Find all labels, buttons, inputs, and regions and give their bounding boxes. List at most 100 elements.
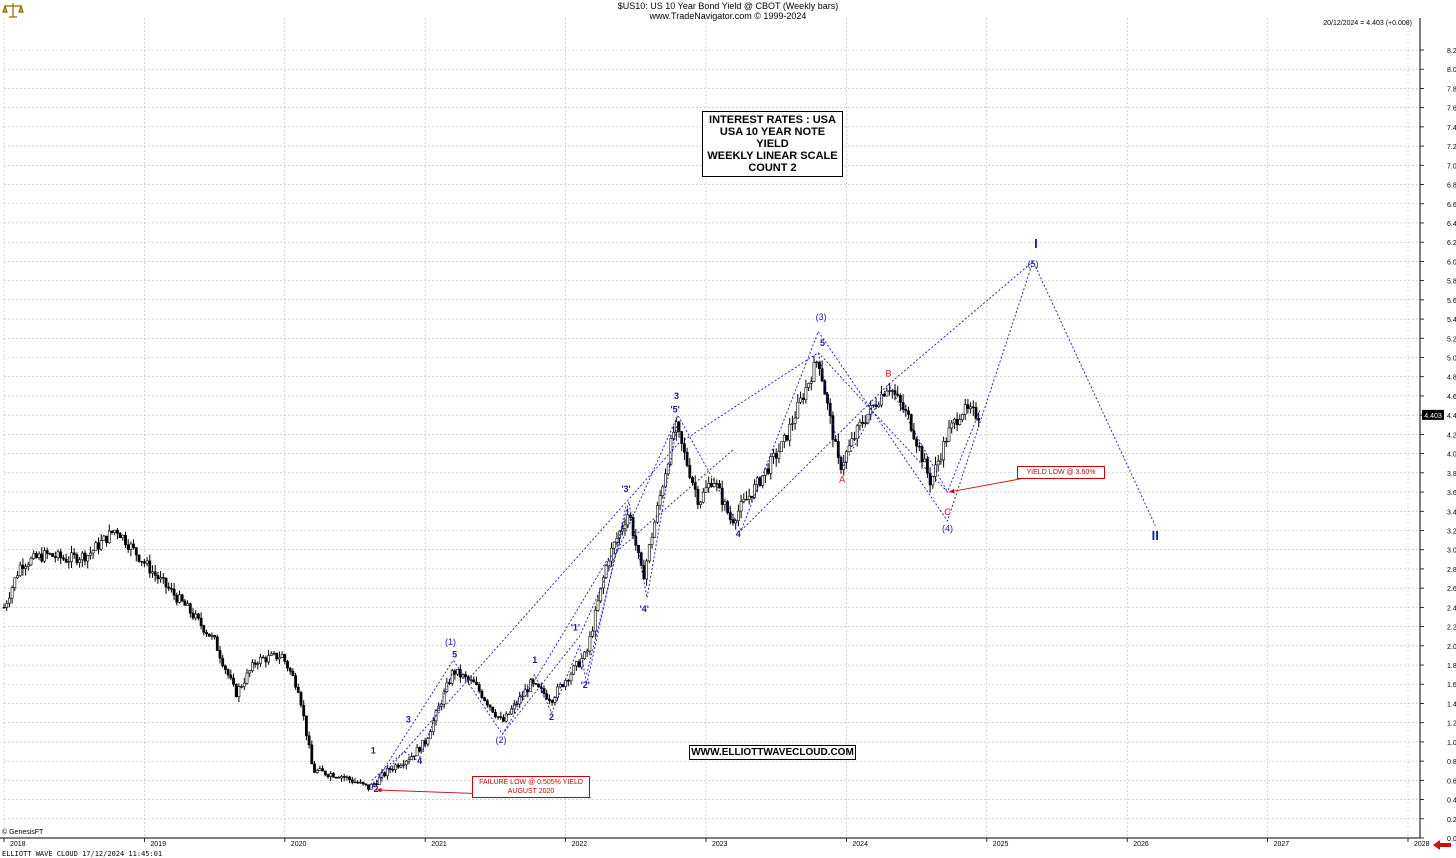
- candle-body: [488, 704, 492, 708]
- annotation-arrow-head: [948, 488, 955, 494]
- wave-label: 4: [736, 529, 741, 539]
- candle-body: [126, 544, 130, 550]
- candle-body: [655, 505, 659, 523]
- candle-body: [769, 456, 773, 474]
- wave-line: [740, 261, 1034, 531]
- candle-body: [701, 491, 705, 503]
- candle-body: [777, 451, 781, 459]
- candle-body: [394, 764, 397, 771]
- candle-body: [898, 395, 902, 403]
- candle-body: [245, 672, 249, 684]
- candle-body: [188, 603, 192, 614]
- candle-body: [175, 594, 179, 603]
- last-price-label: 4.403: [1422, 409, 1444, 420]
- candle-body: [836, 441, 840, 458]
- y-tick-label: 6.000: [1447, 259, 1456, 266]
- candle-body: [820, 368, 824, 382]
- candle-body: [242, 682, 246, 687]
- candle-body: [334, 776, 338, 779]
- candle-body: [917, 445, 921, 448]
- candle-body: [261, 656, 265, 659]
- candle-body: [16, 575, 19, 579]
- candle-body: [499, 716, 503, 718]
- candle-body: [952, 418, 956, 424]
- x-tick-label: 2018: [10, 841, 26, 848]
- candle-body: [653, 521, 657, 538]
- x-tick-label: 2020: [291, 841, 307, 848]
- candle-body: [961, 414, 964, 421]
- candle-body: [78, 559, 82, 564]
- wave-label: B: [886, 369, 892, 379]
- candle-body: [577, 661, 581, 668]
- candle-body: [56, 551, 60, 558]
- candle-body: [170, 588, 173, 590]
- candle-body: [920, 446, 924, 463]
- candle-body: [591, 630, 595, 637]
- y-tick-label: 0.600: [1447, 778, 1456, 785]
- candle-body: [326, 774, 330, 777]
- candle-body: [661, 486, 665, 496]
- candle-body: [850, 438, 854, 447]
- candle-body: [34, 553, 38, 558]
- y-tick-label: 6.800: [1447, 183, 1456, 190]
- candle-body: [758, 477, 762, 486]
- candle-body: [342, 776, 346, 778]
- scroll-left-arrow-icon[interactable]: [1432, 840, 1452, 850]
- candle-body: [364, 783, 368, 786]
- candle-body: [893, 390, 897, 395]
- candle-body: [70, 552, 73, 562]
- candle-body: [429, 731, 433, 739]
- candle-body: [143, 561, 146, 564]
- candle-body: [736, 510, 740, 522]
- annotation-line: AUGUST 2020: [507, 788, 555, 795]
- candle-body: [844, 451, 848, 463]
- y-tick-label: 6.400: [1447, 221, 1456, 228]
- candle-body: [13, 577, 17, 588]
- candle-body: [861, 421, 865, 424]
- website-url-box: WWW.ELLIOTTWAVECLOUD.COM: [689, 745, 856, 760]
- candle-body: [785, 434, 789, 441]
- candle-body: [626, 514, 630, 526]
- y-tick-label: 5.400: [1447, 317, 1456, 324]
- candle-body: [680, 431, 684, 444]
- candle-body: [361, 781, 365, 785]
- y-tick-label: 2.400: [1447, 605, 1456, 612]
- candle-body: [321, 768, 325, 772]
- y-tick-label: 0.000: [1447, 836, 1456, 843]
- candle-body: [664, 473, 667, 488]
- candle-body: [709, 483, 713, 487]
- candle-body: [731, 519, 735, 524]
- candle-body: [180, 594, 184, 602]
- candle-body: [615, 538, 619, 543]
- candle-body: [907, 410, 910, 415]
- candle-body: [780, 441, 784, 452]
- candle-body: [199, 617, 203, 626]
- candle-body: [283, 654, 287, 662]
- candle-body: [691, 477, 694, 484]
- candle-body: [955, 418, 959, 425]
- candle-body: [350, 779, 354, 783]
- candle-body: [928, 472, 932, 486]
- candle-body: [248, 670, 252, 674]
- last-price-badge: [1422, 409, 1444, 420]
- wave-label: A: [839, 474, 845, 484]
- candle-body: [472, 679, 476, 683]
- candle-body: [213, 635, 217, 638]
- candle-body: [574, 661, 578, 667]
- y-tick-label: 3.200: [1447, 528, 1456, 535]
- candle-body: [801, 397, 805, 400]
- candle-body: [286, 661, 289, 669]
- candle-body: [310, 744, 314, 765]
- candle-body: [585, 650, 589, 653]
- candle-body: [288, 667, 292, 672]
- x-axis: 2018 2019 2020 2021 2022 2023 2024 2025 2026 2027…: [0, 837, 1430, 848]
- candle-body: [256, 663, 260, 665]
- candle-body: [164, 577, 168, 588]
- y-axis: 0.000 0.200 0.400 0.600 0.800 1.000 1.200 1.400…: [1419, 18, 1456, 843]
- candle-body: [407, 759, 411, 762]
- y-tick-label: 0.800: [1447, 759, 1456, 766]
- candle-body: [43, 550, 46, 562]
- candle-body: [604, 565, 608, 579]
- candle-body: [396, 764, 400, 768]
- y-tick-label: 8.000: [1447, 67, 1456, 74]
